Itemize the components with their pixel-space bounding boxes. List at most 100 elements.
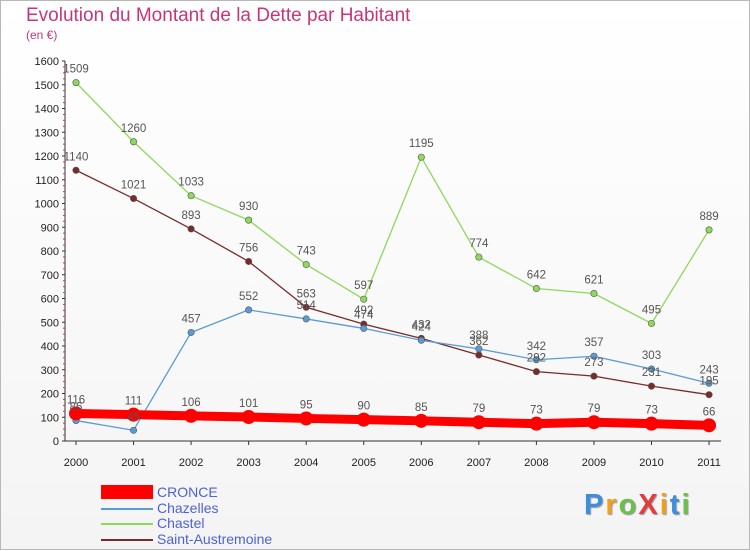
x-tick-label: 2004	[294, 457, 318, 469]
proxiti-logo: ProXiti	[584, 489, 692, 522]
data-label-chastel: 1260	[121, 123, 147, 135]
x-tick-label: 2010	[639, 457, 663, 469]
data-point-chazelles	[705, 379, 713, 387]
data-label-chastel: 495	[642, 304, 661, 316]
logo-letter: i	[659, 489, 670, 521]
data-label-saint-austremoine: 432	[412, 319, 431, 331]
data-point-chazelles	[302, 315, 310, 323]
data-label-saint-austremoine: 231	[642, 367, 661, 379]
data-label-chazelles: 86	[70, 402, 83, 414]
series-line-saint-austremoine	[75, 169, 710, 396]
y-tick-label: 0	[53, 436, 59, 448]
data-label-cronce: 73	[530, 405, 543, 417]
data-point-cronce	[126, 407, 141, 422]
legend-swatch-chazelles	[101, 507, 153, 510]
data-point-saint-austremoine	[532, 368, 540, 376]
data-point-saint-austremoine	[72, 166, 80, 174]
data-point-chastel	[475, 253, 483, 261]
data-point-saint-austremoine	[187, 225, 195, 233]
series-line-chazelles	[75, 309, 710, 431]
data-point-saint-austremoine	[302, 303, 310, 311]
y-tick-label: 1100	[35, 175, 59, 187]
data-label-cronce: 111	[125, 396, 142, 408]
logo-letter: r	[605, 489, 619, 521]
data-label-chazelles: 45	[127, 411, 140, 423]
data-label-saint-austremoine: 292	[527, 353, 546, 365]
legend-item-chastel: Chastel	[101, 515, 341, 532]
data-point-saint-austremoine	[705, 391, 713, 399]
series-line-chastel	[75, 81, 710, 325]
data-point-chazelles	[130, 426, 138, 434]
data-label-saint-austremoine: 362	[469, 336, 488, 348]
x-tick-label: 2005	[352, 457, 376, 469]
data-point-cronce	[529, 416, 544, 431]
y-tick-label: 300	[41, 365, 59, 377]
data-point-chazelles	[475, 345, 483, 353]
data-label-saint-austremoine: 893	[182, 210, 201, 222]
data-label-chazelles: 552	[239, 291, 258, 303]
logo-letter: o	[618, 489, 639, 521]
data-label-saint-austremoine: 1140	[64, 151, 89, 163]
x-tick-label: 2001	[121, 457, 145, 469]
data-point-chastel	[417, 153, 425, 161]
data-label-cronce: 101	[239, 398, 258, 410]
data-label-chastel: 1033	[178, 177, 204, 189]
data-label-cronce: 79	[472, 403, 485, 415]
legend-swatch-cronce	[101, 485, 153, 499]
data-point-cronce	[184, 408, 199, 423]
y-tick-label: 200	[41, 389, 59, 401]
data-point-cronce	[299, 411, 314, 426]
y-tick-label: 1600	[35, 56, 59, 68]
x-tick-label: 2008	[524, 457, 548, 469]
data-point-chastel	[187, 192, 195, 200]
data-point-chastel	[302, 261, 310, 269]
data-point-saint-austremoine	[245, 257, 253, 265]
data-label-chastel: 597	[354, 280, 373, 292]
legend-swatch-chastel	[101, 523, 153, 525]
data-point-chastel	[72, 79, 80, 87]
data-label-chazelles: 424	[412, 321, 432, 333]
legend-label-saint-austremoine: Saint-Austremoine	[157, 530, 273, 547]
legend-item-chazelles: Chazelles	[101, 499, 341, 517]
data-point-chastel	[130, 138, 138, 146]
data-label-cronce: 106	[182, 397, 201, 409]
data-label-saint-austremoine: 195	[699, 376, 718, 388]
data-point-chastel	[705, 226, 713, 234]
y-tick-label: 600	[41, 294, 59, 306]
data-label-cronce: 116	[67, 394, 85, 406]
data-point-chazelles	[245, 306, 253, 314]
x-tick-label: 2006	[409, 457, 433, 469]
data-label-saint-austremoine: 273	[584, 357, 603, 369]
data-point-chastel	[647, 319, 655, 327]
data-label-chazelles: 342	[527, 341, 546, 353]
data-label-chastel: 1195	[409, 138, 434, 150]
chart-subtitle: (en €)	[26, 28, 58, 42]
data-label-cronce: 73	[645, 405, 658, 417]
data-label-chastel: 743	[297, 246, 316, 258]
logo-letter: P	[584, 489, 606, 521]
data-label-chastel: 642	[527, 270, 546, 282]
logo-letter: X	[638, 489, 660, 521]
data-label-chastel: 889	[699, 211, 718, 223]
legend: CRONCE Chazelles Chastel Saint-Austremoi…	[101, 484, 341, 547]
y-tick-label: 1400	[35, 104, 59, 116]
data-point-saint-austremoine	[475, 351, 483, 359]
data-point-cronce	[702, 418, 717, 433]
data-label-chazelles: 303	[642, 350, 661, 362]
data-point-saint-austremoine	[590, 372, 598, 380]
data-point-chazelles	[187, 328, 195, 336]
data-point-chastel	[590, 290, 598, 298]
chart-title: Evolution du Montant de la Dette par Hab…	[26, 5, 411, 26]
data-label-saint-austremoine: 1021	[121, 180, 147, 192]
data-label-chastel: 621	[584, 275, 603, 287]
y-tick-label: 700	[41, 270, 59, 282]
data-point-cronce	[241, 410, 256, 425]
data-label-chastel: 1509	[63, 64, 89, 76]
data-point-saint-austremoine	[647, 382, 655, 390]
legend-label-cronce: CRONCE	[157, 484, 218, 500]
y-tick-label: 1000	[35, 199, 59, 211]
data-point-cronce	[644, 416, 659, 431]
data-point-cronce	[586, 415, 601, 430]
legend-label-chazelles: Chazelles	[157, 499, 219, 516]
